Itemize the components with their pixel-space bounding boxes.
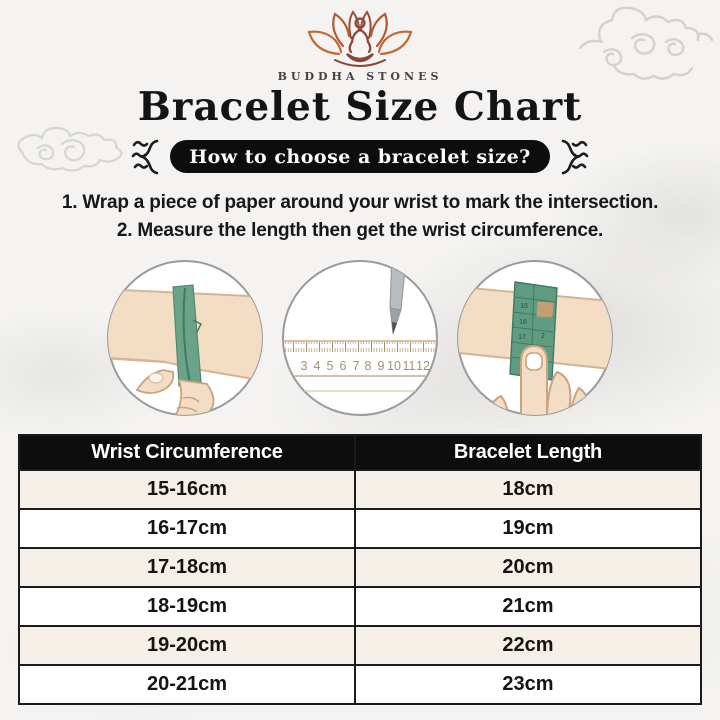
tape-reading-illustration: 15 16 17 2 <box>457 259 613 416</box>
flourish-right-icon <box>561 139 589 175</box>
brand-header: BUDDHA STONES <box>278 10 443 83</box>
svg-text:5: 5 <box>327 359 334 373</box>
cloud-motif-left-icon <box>17 126 123 172</box>
brand-name: BUDDHA STONES <box>277 70 443 83</box>
header-bracelet-length: Bracelet Length <box>354 433 702 471</box>
length-value: 22cm <box>354 624 702 666</box>
header-wrist-circumference: Wrist Circumference <box>18 433 356 471</box>
ruler-numbers: 3 4 5 6 7 8 9 10 11 12 <box>301 359 430 373</box>
illustration-row: 3 4 5 6 7 8 9 10 11 12 <box>105 258 615 418</box>
instructions: 1. Wrap a piece of paper around your wri… <box>61 189 659 245</box>
badge-row: How to choose a bracelet size? <box>130 138 590 176</box>
svg-text:10: 10 <box>387 359 401 373</box>
table-header-row: Wrist Circumference Bracelet Length <box>18 433 702 471</box>
svg-text:15: 15 <box>520 303 528 310</box>
buddha-stones-lotus-logo-icon <box>307 10 413 67</box>
instruction-step-2: 2. Measure the length then get the wrist… <box>116 219 604 241</box>
wrist-value: 19-20cm <box>18 624 356 666</box>
table-row: 15-16cm 18cm <box>18 468 702 510</box>
svg-text:16: 16 <box>519 319 527 326</box>
table-row: 20-21cm 23cm <box>18 663 702 705</box>
svg-text:9: 9 <box>378 359 385 373</box>
length-value: 19cm <box>354 507 702 549</box>
page-title: Bracelet Size Chart <box>137 84 583 130</box>
wrist-value: 18-19cm <box>18 585 356 627</box>
svg-text:8: 8 <box>365 359 372 373</box>
ruler-measure-illustration: 3 4 5 6 7 8 9 10 11 12 <box>282 259 438 416</box>
svg-text:6: 6 <box>340 359 347 373</box>
svg-text:17: 17 <box>518 334 526 341</box>
length-value: 20cm <box>354 546 702 588</box>
wrist-value: 16-17cm <box>18 507 356 549</box>
wrist-value: 17-18cm <box>18 546 356 588</box>
table-row: 16-17cm 19cm <box>18 507 702 549</box>
size-chart-table: Wrist Circumference Bracelet Length 15-1… <box>18 433 702 705</box>
cloud-motif-top-right-icon <box>578 6 714 80</box>
table-row: 18-19cm 21cm <box>18 585 702 627</box>
tape-numbers: 15 16 17 2 <box>518 303 545 341</box>
svg-text:11: 11 <box>403 359 416 373</box>
wrap-paper-illustration <box>107 259 263 416</box>
svg-text:7: 7 <box>353 359 360 373</box>
length-value: 18cm <box>354 468 702 510</box>
table-row: 19-20cm 22cm <box>18 624 702 666</box>
wrist-value: 15-16cm <box>18 468 356 510</box>
table-row: 17-18cm 20cm <box>18 546 702 588</box>
svg-text:3: 3 <box>301 359 308 373</box>
instruction-step-1: 1. Wrap a piece of paper around your wri… <box>61 191 659 213</box>
svg-text:2: 2 <box>541 333 545 340</box>
length-value: 23cm <box>354 663 702 705</box>
wrist-value: 20-21cm <box>18 663 356 705</box>
length-value: 21cm <box>354 585 702 627</box>
svg-text:12: 12 <box>416 359 430 373</box>
flourish-left-icon <box>131 139 159 175</box>
how-to-choose-badge: How to choose a bracelet size? <box>170 140 550 174</box>
svg-text:4: 4 <box>314 359 321 373</box>
